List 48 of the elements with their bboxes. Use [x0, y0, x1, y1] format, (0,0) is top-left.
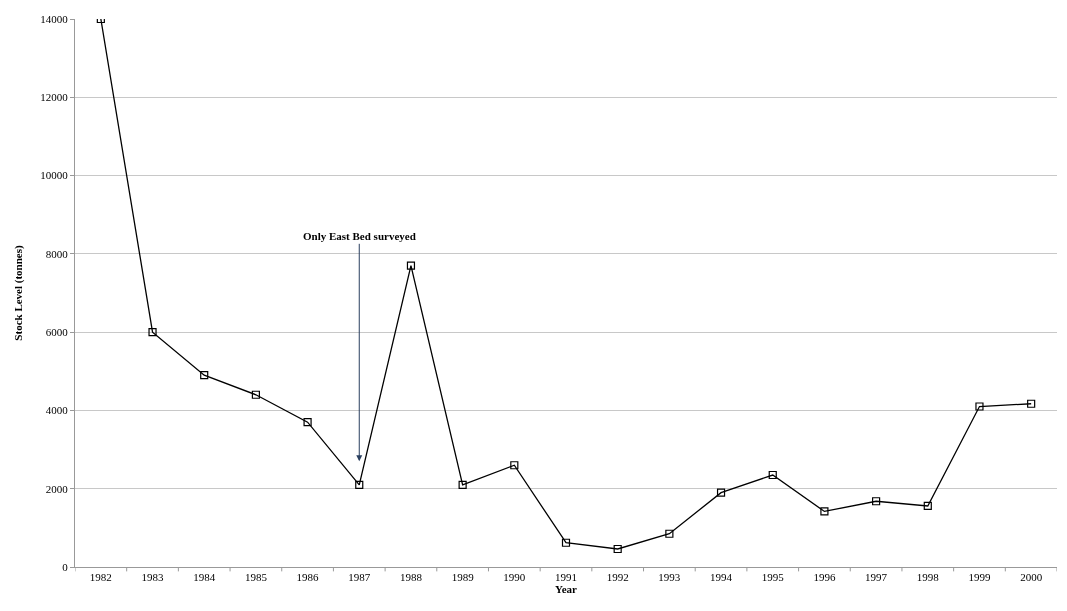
point — [355, 480, 364, 489]
x-tick-label: 1992 — [606, 571, 629, 584]
point — [613, 544, 622, 554]
x-tick-label: 1997 — [865, 571, 888, 584]
point — [820, 507, 829, 516]
point — [458, 480, 467, 489]
x-axis-title: Year — [555, 583, 578, 596]
x-tick-label: 1998 — [916, 571, 940, 584]
x-tick-label: 1982 — [89, 571, 112, 584]
point — [1027, 399, 1036, 408]
point — [872, 497, 881, 506]
x-tick-label: 1994 — [710, 571, 733, 584]
x-tick-label: 2000 — [1020, 571, 1043, 584]
y-axis-title: Stock Level (tonnes) — [11, 245, 25, 341]
point — [148, 328, 157, 337]
y-tick-label: 8000 — [45, 247, 69, 260]
x-tick-label: 1983 — [141, 571, 165, 584]
point — [406, 261, 416, 270]
y-tick-label: 6000 — [45, 325, 69, 338]
y-tick-label: 0 — [62, 560, 69, 573]
point — [923, 501, 932, 511]
y-tick-label: 14000 — [40, 12, 69, 25]
y-tick-label: 2000 — [45, 482, 69, 495]
point — [510, 461, 519, 470]
x-tick-label: 1999 — [968, 571, 991, 584]
y-tick-label: 10000 — [40, 169, 69, 182]
x-tick-label: 1984 — [193, 571, 216, 584]
point — [665, 529, 674, 538]
x-tick-label: 1988 — [399, 571, 423, 584]
x-tick-label: 1991 — [555, 571, 577, 584]
point — [768, 470, 777, 480]
x-tick-label: 1986 — [296, 571, 320, 584]
point — [251, 390, 260, 399]
x-tick-label: 1995 — [761, 571, 785, 584]
point — [561, 538, 571, 547]
point — [716, 488, 726, 497]
y-tick-label: 12000 — [40, 91, 69, 104]
annotation: Only East Bed surveyed — [303, 230, 416, 242]
x-tick-label: 1985 — [244, 571, 268, 584]
point — [303, 418, 312, 427]
y-tick-label: 4000 — [45, 404, 69, 417]
point — [200, 371, 209, 380]
x-tick-label: 1993 — [658, 571, 681, 584]
x-tick-label: 1990 — [503, 571, 526, 584]
x-tick-label: 1987 — [348, 571, 371, 584]
point — [975, 402, 984, 411]
x-tick-label: 1989 — [451, 571, 475, 584]
x-tick-label: 1996 — [813, 571, 836, 584]
